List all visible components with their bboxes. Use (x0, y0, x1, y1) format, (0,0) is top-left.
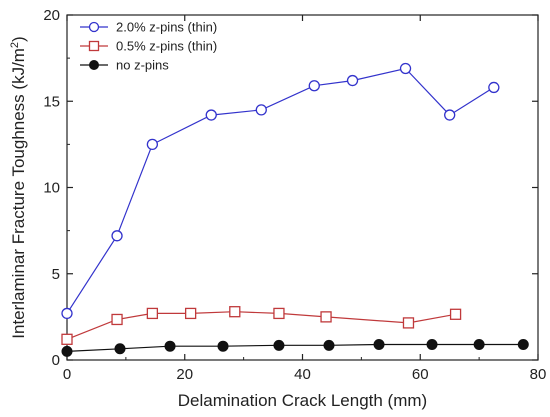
data-point-series-3 (426, 338, 438, 350)
data-point-series-1 (346, 74, 359, 87)
y-axis-title: Interlaminar Fracture Toughness (kJ/m2) (9, 36, 28, 338)
data-point-series-2 (229, 306, 241, 318)
data-point-series-1 (399, 62, 412, 75)
data-point-series-1 (255, 104, 267, 116)
plot-area (67, 15, 538, 360)
data-point-series-1 (488, 81, 500, 94)
y-tick-label: 5 (52, 266, 60, 283)
x-tick-label: 40 (294, 366, 311, 383)
series-line-1 (66, 67, 495, 314)
data-point-series-1 (61, 307, 73, 320)
data-point-series-2 (449, 308, 462, 320)
legend-label-3: no z-pins (116, 58, 169, 73)
data-point-series-1 (205, 109, 217, 121)
x-tick-label: 20 (176, 366, 193, 383)
data-point-series-3 (61, 345, 73, 357)
x-axis-title: Delamination Crack Length (mm) (178, 391, 427, 410)
y-axis-title-main: Interlaminar Fracture Toughness (kJ/m (9, 48, 28, 339)
plot-background (67, 15, 538, 360)
x-tick-label: 80 (530, 366, 547, 383)
data-point-series-3 (517, 338, 529, 350)
data-point-series-2 (111, 313, 123, 326)
data-point-series-3 (473, 338, 485, 350)
series-line-3 (66, 343, 524, 352)
data-point-series-2 (402, 317, 415, 329)
data-point-series-1 (308, 80, 320, 92)
y-axis-title-close: ) (9, 36, 28, 42)
y-tick-label: 10 (43, 180, 60, 197)
series-markers (61, 62, 529, 357)
data-point-series-2 (61, 333, 73, 345)
axes: 0 20 40 60 80 0 5 10 15 20 (43, 7, 546, 383)
data-point-series-2 (273, 307, 285, 320)
data-point-series-3 (373, 338, 385, 350)
data-point-series-2 (320, 311, 332, 323)
data-point-series-3 (164, 340, 176, 352)
data-point-series-1 (444, 109, 456, 121)
data-point-series-3 (217, 340, 229, 352)
data-point-series-1 (111, 230, 123, 242)
y-tick-label: 20 (43, 7, 60, 24)
legend-label-2: 0.5% z-pins (thin) (116, 39, 217, 54)
legend-label-1: 2.0% z-pins (thin) (116, 20, 217, 35)
legend-marker-2 (88, 40, 100, 52)
y-axis-title-superscript: 2 (9, 42, 21, 48)
legend-marker-1 (88, 21, 100, 33)
y-tick-label: 0 (52, 352, 60, 369)
x-tick-label: 60 (412, 366, 429, 383)
data-point-series-2 (146, 307, 159, 320)
legend-marker-3 (89, 60, 99, 70)
x-tick-label: 0 (63, 366, 71, 383)
data-point-series-3 (323, 339, 335, 351)
y-tick-label: 15 (43, 93, 60, 110)
data-point-series-2 (184, 307, 197, 320)
data-point-series-3 (114, 343, 126, 355)
data-point-series-1 (146, 138, 159, 151)
legend: 2.0% z-pins (thin) 0.5% z-pins (thin) no z… (80, 20, 217, 73)
data-point-series-3 (273, 339, 285, 351)
